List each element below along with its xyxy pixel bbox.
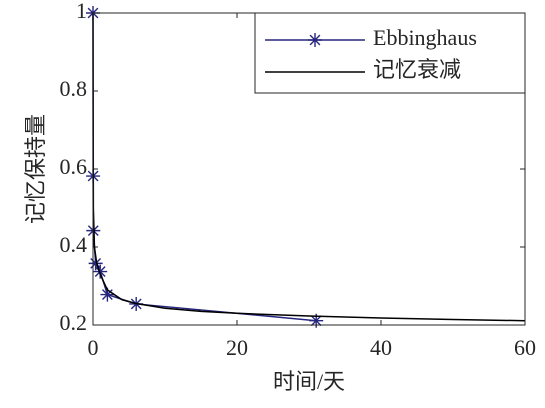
y-axis-label: 记忆保持量 [23,114,48,224]
x-tick-label: 20 [226,335,248,360]
data-point [88,256,103,271]
x-axis-label: 时间/天 [273,369,345,394]
series-line [92,12,526,322]
data-point [309,313,324,328]
y-tick-label: 0.8 [60,76,88,101]
y-tick-label: 0.2 [60,310,88,335]
x-tick-label: 40 [370,335,392,360]
legend-label: 记忆衰减 [373,57,461,82]
legend-label: Ebbinghaus [373,25,477,50]
data-point [93,264,108,279]
x-tick-label: 0 [88,335,99,360]
legend-marker [308,33,322,47]
x-tick-label: 60 [514,335,536,360]
data-point [100,287,115,302]
legend: Ebbinghaus 记忆衰减 [254,12,526,94]
y-tick-label: 0.4 [60,232,88,257]
y-tick-label: 0.6 [60,154,88,179]
y-tick-label: 1 [76,0,87,23]
legend-box [254,12,526,94]
